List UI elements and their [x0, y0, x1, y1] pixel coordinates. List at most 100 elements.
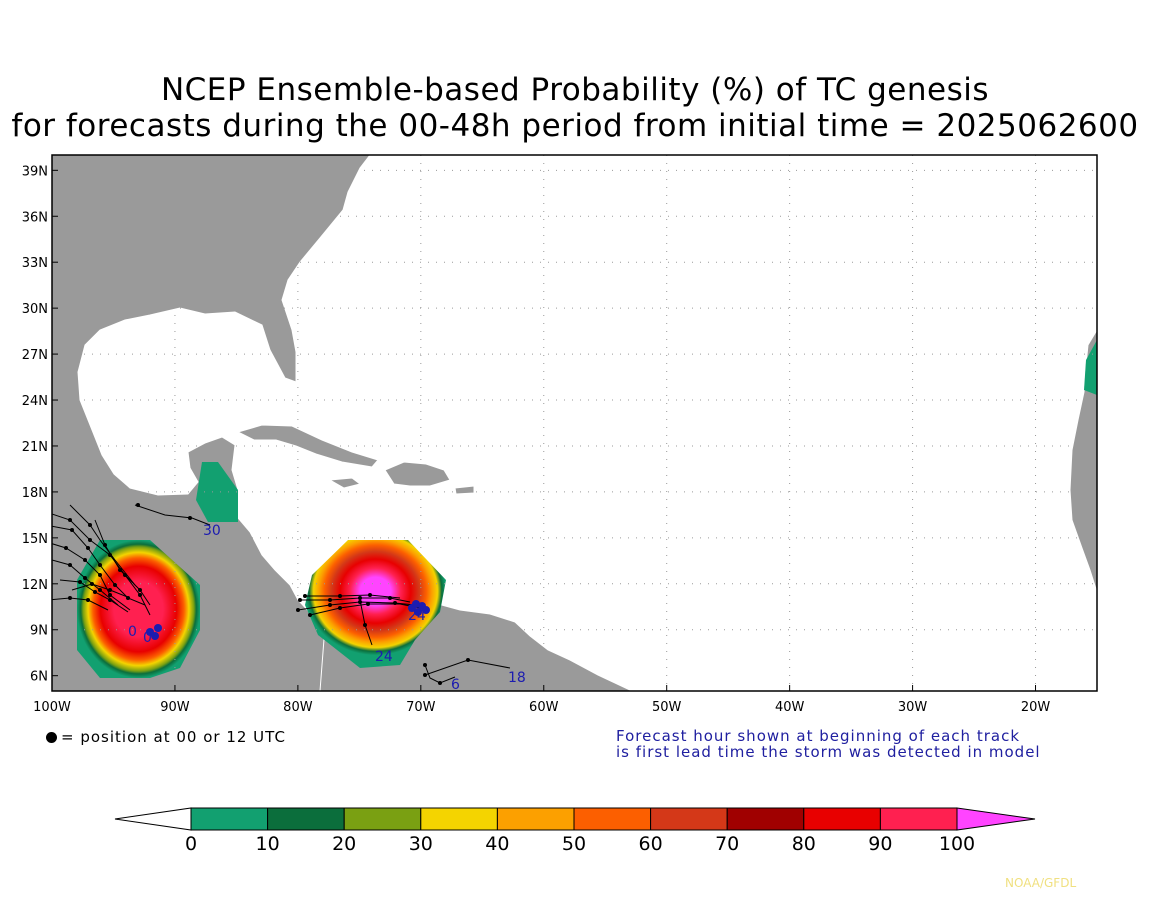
track-dot — [423, 673, 427, 677]
longitude-labels: 100W 90W 80W 70W 60W 50W 40W 30W 20W — [33, 685, 1050, 715]
track-dot — [358, 600, 362, 604]
colorbar-label: 20 — [332, 833, 356, 855]
lat-tick-label: 21N — [22, 440, 48, 455]
track-dot-blue — [412, 600, 420, 608]
track-dot — [338, 606, 342, 610]
lon-tick-label: 100W — [33, 700, 71, 715]
track-dot — [296, 608, 300, 612]
colorbar-label: 60 — [639, 833, 663, 855]
colorbar: 0 10 20 30 40 50 60 70 80 90 100 — [114, 807, 1036, 855]
track-label-2: 18 — [508, 670, 526, 686]
lon-tick-label: 50W — [652, 700, 682, 715]
track-dot — [70, 528, 74, 532]
colorbar-label: 50 — [562, 833, 586, 855]
track-dot — [108, 588, 112, 592]
colorbar-label: 100 — [939, 833, 975, 855]
track-dot — [93, 590, 97, 594]
track-dot — [358, 596, 362, 600]
latitude-labels: 39N 36N 33N 30N 27N 24N 21N 18N 15N 12N 9N 6N — [22, 164, 58, 685]
track-dot — [438, 681, 442, 685]
lon-tick-label: 30W — [898, 700, 928, 715]
lat-tick-label: 24N — [22, 394, 48, 409]
track-dot — [118, 568, 122, 572]
dot-legend: = position at 00 or 12 UTC — [46, 728, 286, 746]
lat-tick-label: 15N — [22, 532, 48, 547]
colorbar-label: 70 — [715, 833, 739, 855]
colorbar-under-arrow — [114, 807, 192, 831]
track-dot — [368, 593, 372, 597]
dot-legend-text: = position at 00 or 12 UTC — [61, 728, 286, 746]
storm-track-dots — [64, 503, 470, 685]
track-dot — [83, 558, 87, 562]
track-dot-blue — [151, 632, 159, 640]
lat-tick-label: 27N — [22, 348, 48, 363]
track-dot — [98, 563, 102, 567]
track-label-0: 30 — [203, 523, 221, 539]
track-dot — [86, 546, 90, 550]
track-dot — [363, 623, 367, 627]
forecast-note: Forecast hour shown at beginning of each… — [616, 728, 1041, 760]
track-dot — [136, 503, 140, 507]
track-dot — [98, 573, 102, 577]
colorbar-label: 10 — [256, 833, 280, 855]
lat-tick-label: 12N — [22, 578, 48, 593]
track-dot — [126, 596, 130, 600]
lat-tick-label: 9N — [30, 624, 48, 639]
forecast-note-line-1: Forecast hour shown at beginning of each… — [616, 727, 1021, 745]
track-dot — [138, 593, 142, 597]
colorbar-segment — [420, 807, 498, 831]
track-dot — [298, 598, 302, 602]
track-dot — [423, 663, 427, 667]
colorbar-label: 0 — [185, 833, 197, 855]
colorbar-segment — [496, 807, 575, 831]
track-label-1: 24 — [375, 649, 393, 665]
track-dot — [88, 523, 92, 527]
colorbar-segment — [879, 807, 958, 831]
track-dot — [308, 613, 312, 617]
track-dot — [393, 601, 397, 605]
map-frame — [51, 154, 1098, 692]
hispaniola-land — [384, 461, 451, 487]
track-dot — [366, 602, 370, 606]
track-dot — [188, 516, 192, 520]
track-dot — [388, 596, 392, 600]
lon-tick-label: 40W — [775, 700, 805, 715]
lon-tick-label: 70W — [406, 700, 436, 715]
colorbar-segment — [650, 807, 728, 831]
track-dot — [303, 594, 307, 598]
colorbar-segment — [343, 807, 422, 831]
track-dot — [86, 598, 90, 602]
track-label-6: 24 — [408, 608, 426, 624]
colorbar-segment — [726, 807, 805, 831]
lat-tick-label: 33N — [22, 256, 48, 271]
track-label-3: 6 — [451, 677, 460, 693]
track-dot — [328, 603, 332, 607]
track-label-5: 0 — [143, 630, 152, 646]
title-line-1: NCEP Ensemble-based Probability (%) of T… — [160, 72, 990, 108]
forecast-note-line-2: is first lead time the storm was detecte… — [616, 743, 1041, 761]
track-label-4: 0 — [128, 624, 137, 640]
lon-tick-label: 20W — [1021, 700, 1051, 715]
track-dot — [108, 553, 112, 557]
colorbar-label: 90 — [868, 833, 892, 855]
puerto-rico-land — [454, 485, 475, 495]
track-dot — [78, 580, 82, 584]
lon-tick-label: 60W — [529, 700, 559, 715]
track-dot-blue — [414, 608, 422, 616]
colorbar-segment — [573, 807, 652, 831]
track-dot — [113, 583, 117, 587]
track-dot — [103, 543, 107, 547]
title-line-2: for forecasts during the 00-48h period f… — [11, 108, 1139, 144]
probability-area-eastern-pacific — [77, 540, 200, 678]
colorbar-segment — [803, 807, 881, 831]
track-dot — [68, 563, 72, 567]
probability-area-africa — [1084, 340, 1097, 395]
track-dot — [88, 538, 92, 542]
jamaica-land — [328, 477, 362, 489]
track-dot — [90, 582, 94, 586]
track-dot — [138, 588, 142, 592]
track-dot — [98, 588, 102, 592]
track-dot — [466, 658, 470, 662]
track-dot — [328, 598, 332, 602]
